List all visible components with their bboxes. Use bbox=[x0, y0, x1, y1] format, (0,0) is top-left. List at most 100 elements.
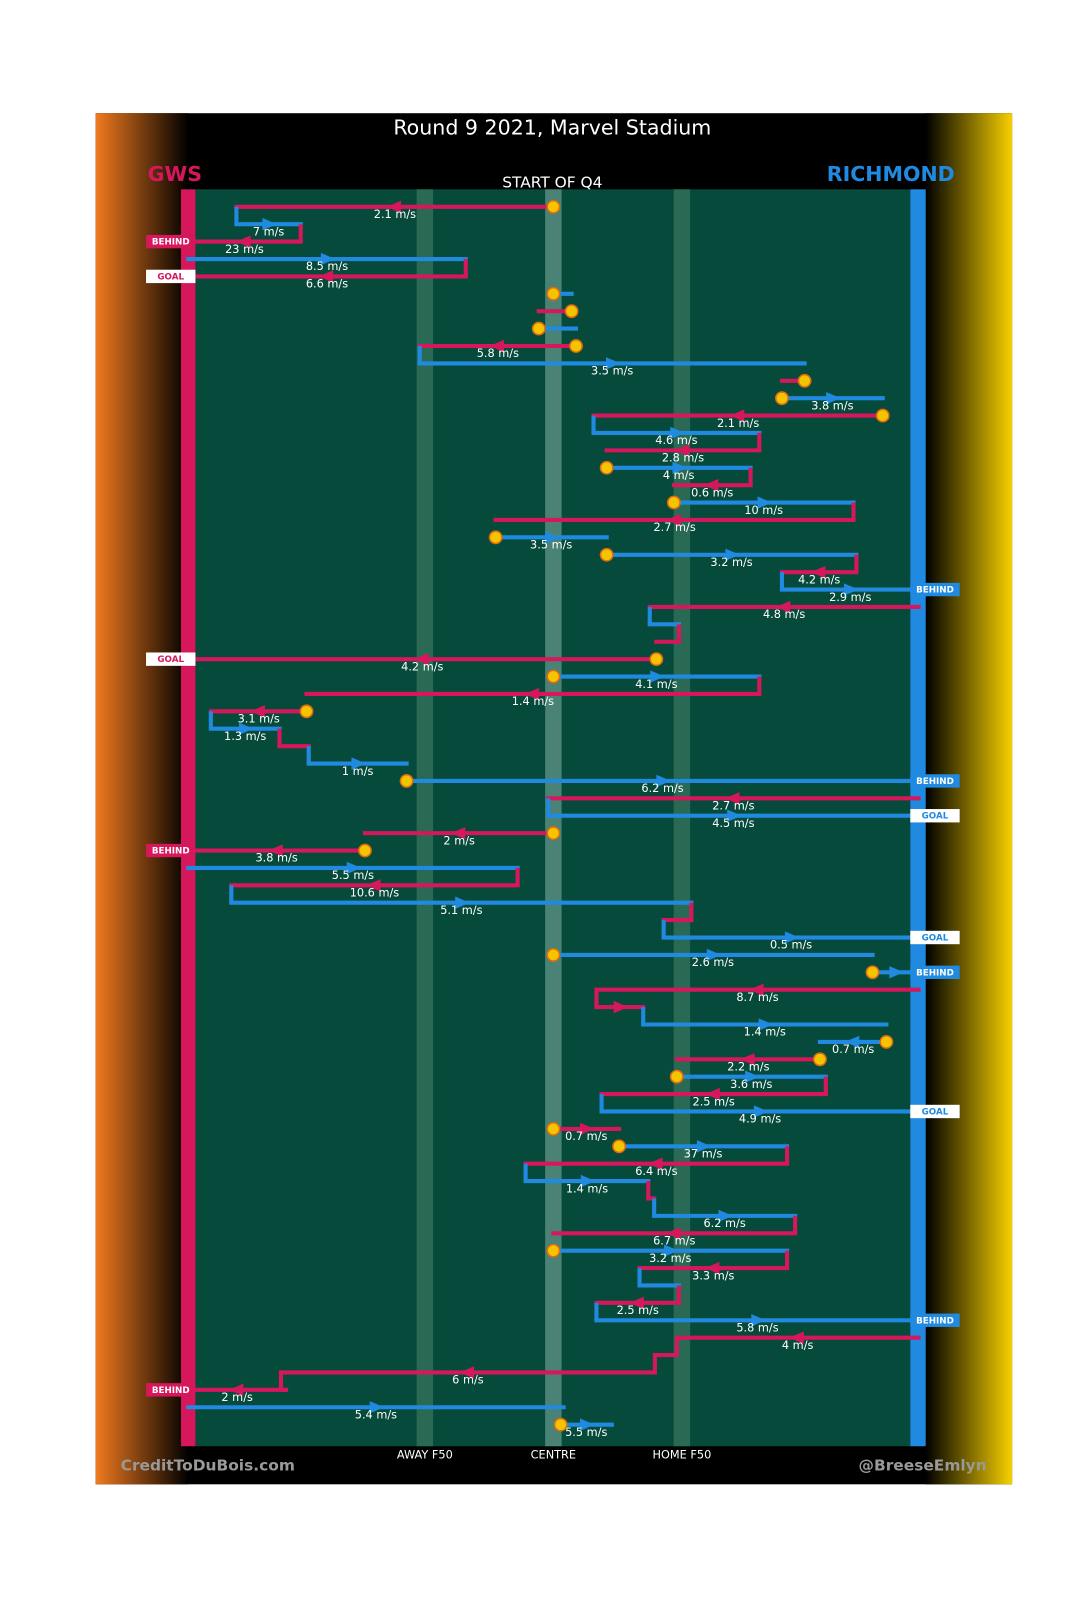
result-label: BEHIND bbox=[916, 968, 954, 978]
arrow bbox=[758, 1018, 774, 1031]
result-label: GOAL bbox=[922, 1108, 949, 1118]
speed-label: 2.9 m/s bbox=[829, 591, 871, 604]
arrow bbox=[650, 670, 665, 683]
arrow bbox=[789, 1331, 804, 1344]
speed-label: 4.1 m/s bbox=[635, 678, 677, 691]
speed-label: 3.8 m/s bbox=[255, 852, 297, 865]
arrow bbox=[236, 235, 251, 248]
arrow bbox=[705, 1087, 720, 1101]
arrow bbox=[718, 1209, 733, 1223]
arrow bbox=[775, 600, 791, 614]
speed-label: 1 m/s bbox=[342, 765, 374, 778]
speed-label: 4.8 m/s bbox=[763, 608, 805, 621]
stoppage bbox=[775, 391, 789, 406]
result-label: BEHIND bbox=[152, 1386, 190, 1396]
speed-label: 1.4 m/s bbox=[566, 1182, 608, 1195]
stoppage bbox=[879, 1034, 894, 1049]
speed-label: 4 m/s bbox=[782, 1339, 814, 1352]
arrow bbox=[753, 1105, 769, 1118]
stoppage bbox=[649, 652, 664, 667]
speed-label: 3.3 m/s bbox=[692, 1269, 734, 1282]
field-band bbox=[416, 189, 434, 1447]
arrow bbox=[705, 1261, 720, 1275]
speed-label: 7 m/s bbox=[253, 225, 285, 238]
left-gradient bbox=[95, 113, 189, 1485]
speed-label: 2.7 m/s bbox=[712, 800, 754, 813]
speed-label: 8.7 m/s bbox=[736, 991, 778, 1004]
speed-label: 6.6 m/s bbox=[306, 278, 348, 291]
speed-label: 2 m/s bbox=[221, 1391, 253, 1404]
result-label: BEHIND bbox=[916, 586, 954, 596]
result-badge bbox=[146, 269, 196, 284]
stoppage bbox=[797, 373, 812, 388]
speed-label: 0.7 m/s bbox=[832, 1043, 874, 1056]
band-label: HOME F50 bbox=[653, 1449, 712, 1462]
arrow bbox=[784, 931, 800, 944]
speed-label: 10 m/s bbox=[744, 504, 783, 517]
stoppage bbox=[569, 339, 583, 353]
speed-label: 5.5 m/s bbox=[332, 869, 374, 882]
stoppage bbox=[599, 547, 614, 562]
speed-label: 4.9 m/s bbox=[739, 1113, 781, 1126]
arrow bbox=[262, 218, 277, 231]
arrow bbox=[268, 844, 283, 857]
arrow bbox=[545, 531, 560, 544]
arrow bbox=[648, 1157, 663, 1170]
arrow bbox=[580, 1174, 596, 1188]
result-label: GOAL bbox=[922, 812, 949, 822]
speed-label: 3.2 m/s bbox=[710, 556, 752, 569]
result-label: BEHIND bbox=[916, 1316, 954, 1326]
markers: 2.1 m/s 7 m/s 23 m/s BEHIND 8.5 m/s 6.6 m/s GO… bbox=[146, 199, 960, 1439]
speed-label: 5.8 m/s bbox=[477, 347, 519, 360]
result-label: BEHIND bbox=[152, 847, 190, 857]
speed-label: 6.4 m/s bbox=[635, 1165, 677, 1178]
speed-label: 4.2 m/s bbox=[401, 660, 443, 673]
speed-label: 2 m/s bbox=[443, 834, 475, 847]
result-badge bbox=[910, 930, 960, 945]
arrow bbox=[751, 1314, 766, 1327]
arrow bbox=[729, 409, 745, 422]
stoppage bbox=[564, 304, 579, 319]
stoppage bbox=[669, 1069, 684, 1084]
speed-label: 6.7 m/s bbox=[653, 1234, 695, 1247]
arrow bbox=[666, 513, 681, 527]
speed-label: 6.2 m/s bbox=[641, 782, 683, 795]
speed-label: 1.4 m/s bbox=[744, 1026, 786, 1039]
speed-label: 0.5 m/s bbox=[770, 939, 812, 952]
arrow bbox=[366, 879, 381, 892]
speed-label: 2.1 m/s bbox=[374, 208, 416, 221]
arrow bbox=[725, 792, 740, 805]
speed-label: 2.5 m/s bbox=[693, 1095, 735, 1108]
speed-label: 1.3 m/s bbox=[224, 730, 266, 743]
team-right: RICHMOND bbox=[827, 162, 955, 186]
arrow bbox=[740, 1053, 755, 1066]
stoppage bbox=[666, 495, 681, 510]
result-label: BEHIND bbox=[916, 777, 954, 787]
arrow bbox=[605, 357, 621, 370]
arrow bbox=[250, 705, 265, 718]
arrow bbox=[239, 722, 254, 735]
arrow bbox=[580, 1122, 595, 1136]
speed-label: 2.7 m/s bbox=[653, 521, 695, 534]
stoppage bbox=[546, 1121, 561, 1136]
speed-label: 2.5 m/s bbox=[617, 1304, 659, 1317]
speed-label: 3.1 m/s bbox=[238, 713, 280, 726]
result-badge bbox=[910, 582, 960, 597]
arrow bbox=[670, 426, 685, 440]
speed-label: 5.8 m/s bbox=[736, 1321, 778, 1334]
result-badge bbox=[910, 1313, 960, 1327]
speed-label: 23 m/s bbox=[225, 243, 264, 256]
result-badge bbox=[146, 234, 196, 249]
arrow bbox=[459, 1366, 475, 1379]
result-label: GOAL bbox=[157, 655, 184, 665]
speed-label: 6 m/s bbox=[452, 1374, 484, 1387]
arrow bbox=[696, 1140, 712, 1153]
subtitle: START OF Q4 bbox=[502, 174, 602, 192]
result-badge bbox=[910, 809, 960, 823]
arrow bbox=[844, 1035, 860, 1049]
arrow bbox=[455, 896, 470, 909]
result-badge bbox=[146, 652, 196, 666]
speed-label: 4.6 m/s bbox=[655, 434, 697, 447]
stoppage bbox=[875, 408, 890, 423]
